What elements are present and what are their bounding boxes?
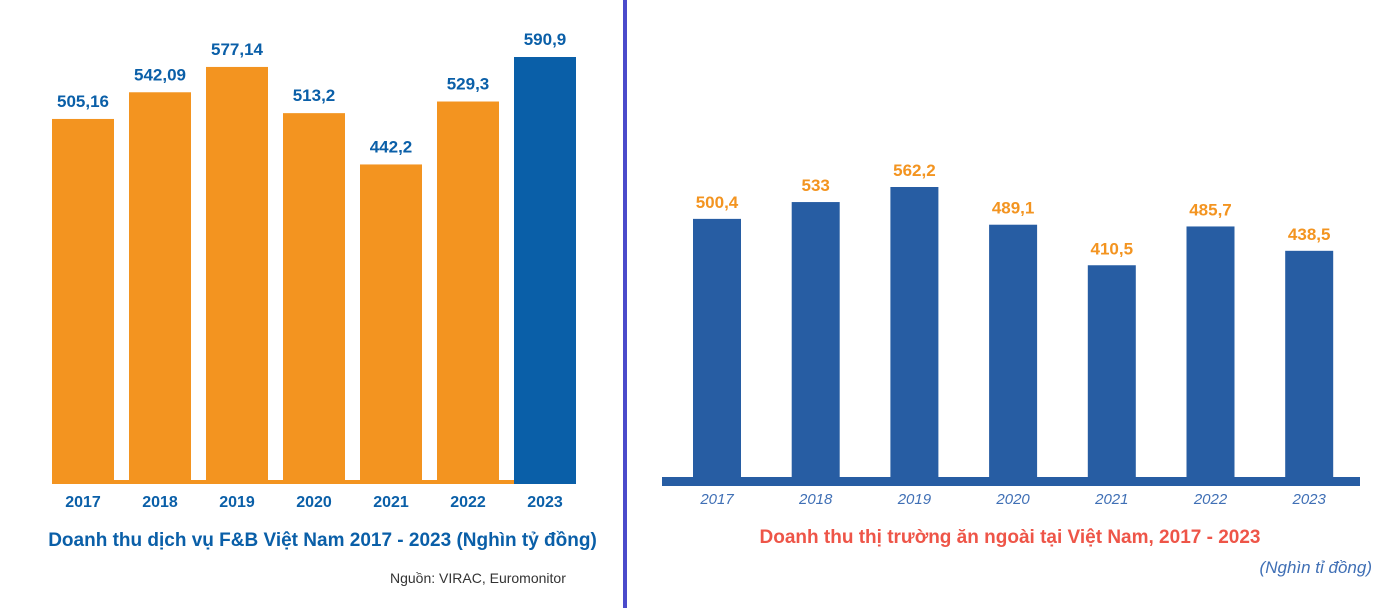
chart1-data-label-2023: 590,9	[524, 30, 567, 49]
chart1-bar-2022	[437, 101, 499, 484]
chart2-bar-2019	[890, 187, 939, 477]
chart1-x-tick-2018: 2018	[142, 494, 178, 511]
chart2-x-tick-2021: 2021	[1094, 491, 1128, 508]
chart2-bar-2022	[1186, 226, 1235, 477]
chart2-bar-2021	[1087, 265, 1136, 477]
chart2-x-tick-2018: 2018	[798, 491, 833, 508]
chart2-x-tick-2020: 2020	[995, 491, 1030, 508]
chart1-x-tick-2023: 2023	[527, 494, 563, 511]
chart2-data-label-2020: 489,1	[992, 199, 1035, 218]
chart2-bar-2020	[989, 224, 1038, 477]
chart1-data-label-2018: 542,09	[134, 65, 186, 84]
chart2-x-tick-2022: 2022	[1193, 491, 1228, 508]
chart1-data-label-2019: 577,14	[211, 40, 264, 59]
chart2-bar-2017	[693, 218, 741, 477]
chart1-title: Doanh thu dịch vụ F&B Việt Nam 2017 - 20…	[48, 530, 597, 551]
chart2-unit: (Nghìn tỉ đồng)	[1259, 558, 1372, 577]
chart2-data-label-2023: 438,5	[1288, 225, 1331, 244]
chart2-data-label-2022: 485,7	[1189, 200, 1232, 219]
chart1-bar-2019	[206, 66, 268, 484]
chart1-data-label-2020: 513,2	[293, 86, 336, 105]
chart2-data-label-2018: 533	[802, 176, 830, 195]
chart2-baseline	[662, 477, 1360, 486]
chart2-bar-2023	[1285, 250, 1334, 477]
chart1-x-tick-2019: 2019	[219, 494, 255, 511]
chart1-x-tick-2022: 2022	[450, 494, 486, 511]
chart1-bar-2018	[129, 92, 191, 485]
chart2-data-label-2017: 500,4	[696, 193, 739, 212]
panel-divider	[623, 0, 627, 608]
chart1-bar-2017	[52, 118, 114, 484]
chart2-bar-2018	[791, 202, 840, 477]
chart2-data-label-2019: 562,2	[893, 161, 936, 180]
chart2-x-tick-2023: 2023	[1292, 491, 1327, 508]
chart1-x-tick-2020: 2020	[296, 494, 332, 511]
chart2-x-tick-2017: 2017	[699, 491, 734, 508]
chart2-data-label-2021: 410,5	[1091, 239, 1134, 258]
chart2-x-tick-2019: 2019	[897, 491, 932, 508]
chart2-title: Doanh thu thị trường ăn ngoài tại Việt N…	[759, 527, 1261, 548]
chart1-bar-2023	[514, 57, 576, 484]
chart1-x-tick-2021: 2021	[373, 494, 409, 511]
chart1-bar-2020	[283, 113, 345, 485]
chart1-source: Nguồn: VIRAC, Euromonitor	[390, 570, 566, 586]
chart1-bar-2021	[360, 164, 422, 484]
chart1-data-label-2022: 529,3	[447, 75, 490, 94]
chart1-data-label-2017: 505,16	[57, 92, 109, 111]
chart1-x-tick-2017: 2017	[65, 494, 101, 511]
chart1-data-label-2021: 442,2	[370, 137, 413, 156]
